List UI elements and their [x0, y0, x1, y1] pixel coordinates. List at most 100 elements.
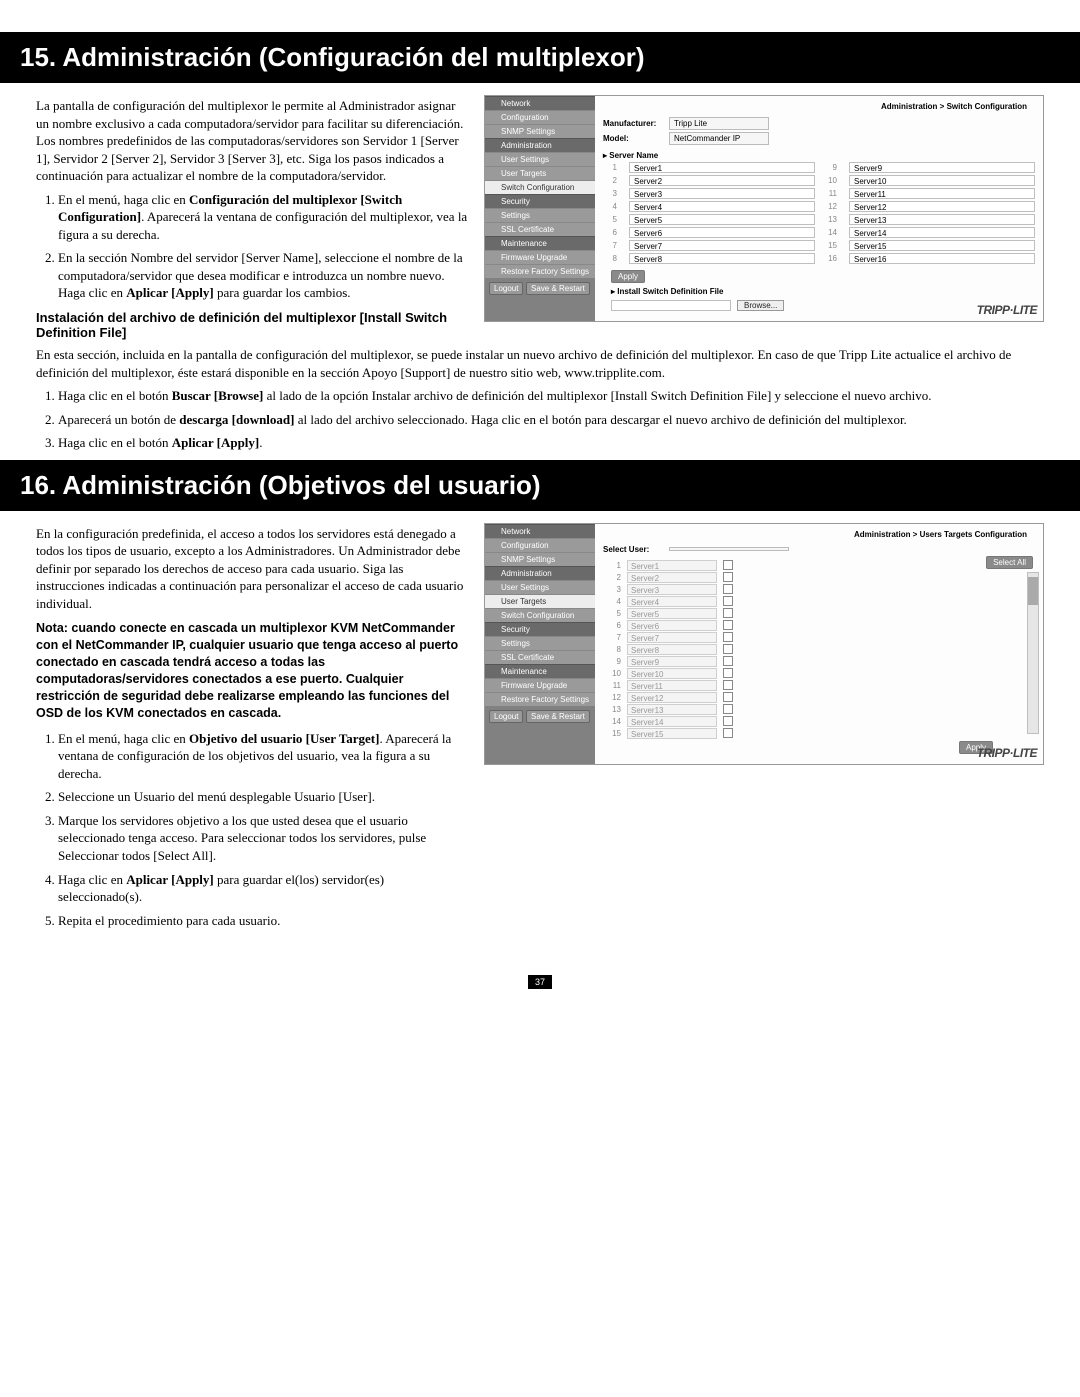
server-name-input[interactable]: Server3: [629, 188, 815, 199]
server-name-label: Server5: [627, 608, 717, 619]
s16-step5: Repita el procedimiento para cada usuari…: [58, 912, 468, 930]
server-name-input[interactable]: Server2: [629, 175, 815, 186]
server-name-input[interactable]: Server5: [629, 214, 815, 225]
server-checkbox[interactable]: [723, 560, 733, 570]
section-15-heading: 15. Administración (Configuración del mu…: [0, 32, 1080, 83]
server-index: 11: [603, 681, 621, 690]
sidebar-item[interactable]: Settings: [485, 636, 595, 650]
manufacturer-value: Tripp Lite: [669, 117, 769, 130]
save-restart-button[interactable]: Save & Restart: [526, 282, 590, 295]
server-index: 7: [603, 633, 621, 642]
server-name-input[interactable]: Server11: [849, 188, 1035, 199]
server-index: 1: [603, 561, 621, 570]
server-name-input[interactable]: Server6: [629, 227, 815, 238]
user-target-row: 6Server6: [603, 620, 1035, 631]
sidebar-section: Administration: [485, 566, 595, 580]
s15-intro: La pantalla de configuración del multipl…: [36, 97, 468, 185]
sidebar-item[interactable]: Settings: [485, 208, 595, 222]
server-index: 13: [823, 215, 841, 224]
server-checkbox[interactable]: [723, 608, 733, 618]
server-name-input[interactable]: Server12: [849, 201, 1035, 212]
sidebar-section: Maintenance: [485, 664, 595, 678]
server-name-input[interactable]: Server16: [849, 253, 1035, 264]
sidebar-item[interactable]: Firmware Upgrade: [485, 678, 595, 692]
server-checkbox[interactable]: [723, 668, 733, 678]
apply-button[interactable]: Apply: [611, 270, 645, 283]
server-name-input[interactable]: Server10: [849, 175, 1035, 186]
sidebar-item[interactable]: Configuration: [485, 110, 595, 124]
server-name-input[interactable]: Server7: [629, 240, 815, 251]
user-target-row: 9Server9: [603, 656, 1035, 667]
server-checkbox[interactable]: [723, 728, 733, 738]
s15-subhead: Instalación del archivo de definición de…: [36, 310, 468, 340]
browse-button[interactable]: Browse...: [737, 300, 784, 311]
s16-step4: Haga clic en Aplicar [Apply] para guarda…: [58, 871, 468, 906]
sidebar-item[interactable]: Switch Configuration: [485, 608, 595, 622]
server-checkbox[interactable]: [723, 656, 733, 666]
sidebar-item[interactable]: SSL Certificate: [485, 222, 595, 236]
server-name-input[interactable]: Server9: [849, 162, 1035, 173]
panel2-breadcrumb: Administration > Users Targets Configura…: [603, 528, 1035, 543]
select-user-dropdown[interactable]: [669, 547, 789, 551]
server-checkbox[interactable]: [723, 716, 733, 726]
server-index: 5: [603, 215, 621, 224]
file-path-input[interactable]: [611, 300, 731, 311]
logout-button[interactable]: Logout: [489, 282, 523, 295]
scrollbar[interactable]: [1027, 572, 1039, 734]
server-index: 2: [603, 573, 621, 582]
server-name-input[interactable]: Server14: [849, 227, 1035, 238]
server-name-label: Server1: [627, 560, 717, 571]
server-checkbox[interactable]: [723, 584, 733, 594]
sidebar-item[interactable]: Configuration: [485, 538, 595, 552]
section-16-heading: 16. Administración (Objetivos del usuari…: [0, 460, 1080, 511]
save-restart-button[interactable]: Save & Restart: [526, 710, 590, 723]
user-target-row: 15Server15: [603, 728, 1035, 739]
user-target-row: 1 Server1: [603, 560, 1035, 571]
server-index: 15: [823, 241, 841, 250]
server-name-input[interactable]: Server1: [629, 162, 815, 173]
sidebar-section: Security: [485, 622, 595, 636]
sidebar-item[interactable]: User Targets: [485, 166, 595, 180]
s16-step3: Marque los servidores objetivo a los que…: [58, 812, 468, 865]
server-name-input[interactable]: Server8: [629, 253, 815, 264]
server-checkbox[interactable]: [723, 692, 733, 702]
server-checkbox[interactable]: [723, 680, 733, 690]
server-checkbox[interactable]: [723, 620, 733, 630]
server-name-input[interactable]: Server15: [849, 240, 1035, 251]
server-name-label: Server7: [627, 632, 717, 643]
sidebar-item[interactable]: SSL Certificate: [485, 650, 595, 664]
server-checkbox[interactable]: [723, 644, 733, 654]
server-name-label: Server14: [627, 716, 717, 727]
sidebar-item[interactable]: SNMP Settings: [485, 124, 595, 138]
server-name-label: Server4: [627, 596, 717, 607]
sidebar-item[interactable]: Restore Factory Settings: [485, 692, 595, 706]
server-checkbox[interactable]: [723, 572, 733, 582]
sidebar-section: Security: [485, 194, 595, 208]
s15-sub2: Aparecerá un botón de descarga [download…: [58, 411, 1044, 429]
server-index: 10: [823, 176, 841, 185]
server-index: 5: [603, 609, 621, 618]
server-checkbox[interactable]: [723, 704, 733, 714]
user-target-row: 8Server8: [603, 644, 1035, 655]
s15-step1: En el menú, haga clic en Configuración d…: [58, 191, 468, 244]
logout-button[interactable]: Logout: [489, 710, 523, 723]
sidebar-section: Maintenance: [485, 236, 595, 250]
sidebar-item[interactable]: User Settings: [485, 580, 595, 594]
server-name-input[interactable]: Server13: [849, 214, 1035, 225]
select-all-button[interactable]: Select All: [986, 556, 1033, 569]
server-index: 2: [603, 176, 621, 185]
server-index: 6: [603, 621, 621, 630]
sidebar-item[interactable]: User Targets: [485, 594, 595, 608]
sidebar-item[interactable]: Restore Factory Settings: [485, 264, 595, 278]
server-name-input[interactable]: Server4: [629, 201, 815, 212]
sidebar-section: Administration: [485, 138, 595, 152]
server-checkbox[interactable]: [723, 596, 733, 606]
sidebar-item[interactable]: User Settings: [485, 152, 595, 166]
server-index: 10: [603, 669, 621, 678]
sidebar-item[interactable]: SNMP Settings: [485, 552, 595, 566]
s16-step1: En el menú, haga clic en Objetivo del us…: [58, 730, 468, 783]
sidebar-item[interactable]: Firmware Upgrade: [485, 250, 595, 264]
server-checkbox[interactable]: [723, 632, 733, 642]
sidebar-item[interactable]: Switch Configuration: [485, 180, 595, 194]
server-index: 14: [603, 717, 621, 726]
